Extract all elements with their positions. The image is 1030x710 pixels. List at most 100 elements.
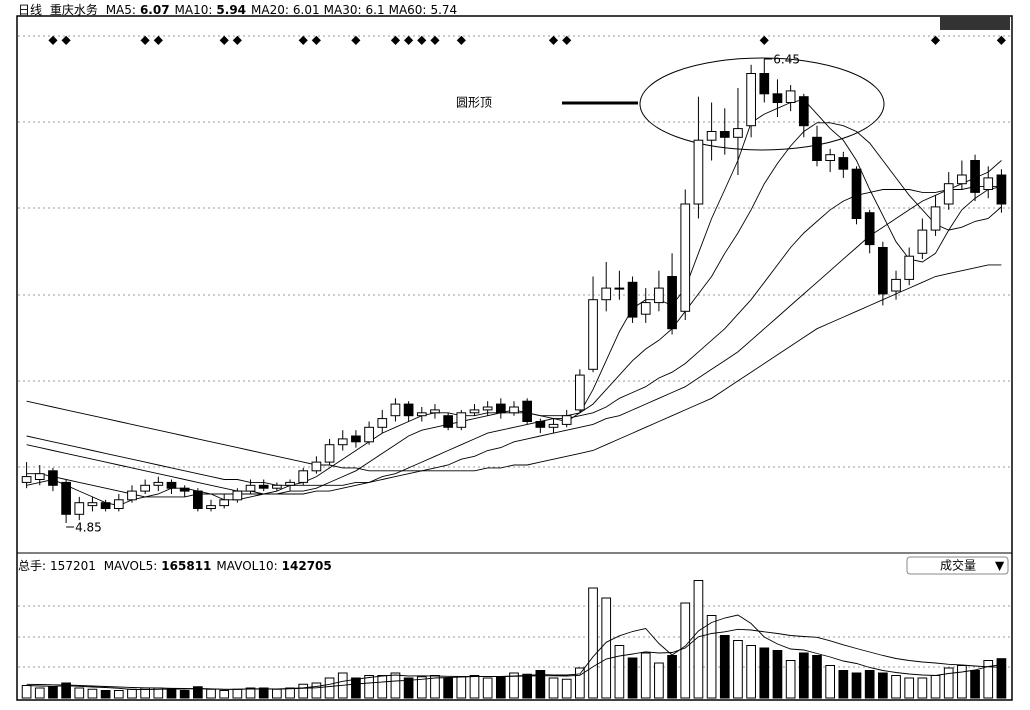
annotation: 圆形顶: [456, 96, 492, 110]
volume-bar: [917, 677, 928, 699]
volume-bar: [983, 660, 994, 699]
candle-body: [746, 73, 756, 127]
candle-body: [351, 435, 361, 443]
volume-bar: [575, 667, 585, 699]
signal-marker: ◆: [141, 33, 151, 47]
candle-body: [970, 160, 980, 193]
signal-marker: ◆: [233, 33, 243, 47]
selector-label: 成交量: [940, 558, 976, 573]
volume-bar: [509, 672, 519, 699]
candle-body: [798, 96, 809, 127]
volume-bar: [127, 688, 137, 699]
candle-body: [206, 505, 216, 510]
candle-body: [614, 287, 625, 290]
indicator-label: MA60:: [388, 3, 427, 17]
candle-body: [443, 415, 453, 428]
volume-bar: [443, 677, 453, 699]
candle-body: [667, 276, 677, 330]
mavol-value: 165811: [161, 559, 212, 573]
volume-bar: [996, 658, 1007, 699]
ma-line: [26, 99, 1002, 507]
volume-bar: [825, 665, 836, 699]
volume-bar: [535, 670, 546, 699]
candle-body: [917, 229, 928, 254]
candle-body: [482, 406, 493, 411]
volume-bar: [812, 655, 822, 699]
ma-line: [26, 186, 1002, 495]
signal-marker: ◆: [760, 33, 770, 47]
candle-body: [403, 403, 414, 417]
candle-body: [285, 481, 295, 486]
volume-bar: [930, 675, 941, 699]
candle-body: [904, 255, 915, 280]
volume-bar: [272, 688, 282, 699]
candle-body: [601, 287, 612, 301]
candle-body: [851, 168, 862, 219]
candle-body: [377, 418, 388, 428]
volume-bar: [179, 690, 190, 699]
volume-bar: [87, 688, 98, 699]
candle-body: [337, 438, 348, 446]
volume-header: 总手: 157201 MAVOL5: 165811 MAVOL10: 142705: [18, 557, 341, 574]
signal-marker: ◆: [351, 33, 361, 47]
indicator-selector[interactable]: [906, 556, 1009, 575]
volume-bar: [390, 672, 401, 699]
volume-bar: [640, 652, 651, 699]
volume-value: 157201: [50, 559, 96, 573]
volume-bar: [48, 686, 58, 699]
volume-bar: [351, 677, 361, 699]
mavol-value: 142705: [281, 559, 332, 573]
volume-bar: [245, 687, 256, 699]
candle-body: [364, 426, 374, 443]
high-label: 6.45: [773, 53, 800, 67]
toolbar-button[interactable]: [940, 16, 1010, 30]
volume-bar: [364, 675, 374, 699]
signal-marker: ◆: [430, 33, 440, 47]
candle-body: [680, 203, 691, 312]
candle-body: [772, 93, 783, 104]
volume-bar: [891, 675, 901, 699]
candle-body: [166, 481, 177, 489]
grid: [18, 35, 1011, 668]
indicator-label: MA5:: [105, 3, 136, 17]
indicator-value: 6.07: [139, 3, 170, 17]
candle-body: [891, 278, 901, 292]
candle-body: [548, 423, 559, 428]
indicator-label: MA30:: [323, 3, 362, 17]
volume-bar: [324, 677, 335, 699]
indicator-label: MA10:: [174, 3, 213, 17]
candle-body: [416, 412, 427, 417]
candle-body: [878, 247, 888, 295]
volume-bar: [904, 677, 915, 699]
candle-body: [588, 299, 598, 370]
signal-marker: ◆: [997, 33, 1007, 47]
candle-body: [113, 499, 124, 509]
candle-body: [495, 403, 506, 414]
candle-body: [298, 470, 309, 483]
candle-body: [996, 174, 1007, 205]
candle-body: [838, 157, 849, 170]
candle-body: [575, 374, 585, 411]
candle-body: [509, 406, 519, 414]
signal-marker: ◆: [61, 33, 71, 47]
candle-body: [100, 502, 111, 510]
indicator-value: 6.01: [292, 3, 320, 17]
volume-bar: [693, 580, 704, 699]
volume-bar: [785, 660, 796, 699]
volume-bar: [851, 672, 862, 699]
frame: [16, 15, 1013, 701]
volume-bar: [719, 635, 730, 699]
volume-bar: [970, 670, 980, 699]
volume-bar: [943, 667, 954, 699]
candle-body: [759, 73, 770, 95]
volume-bar: [232, 688, 243, 699]
volume-bar: [864, 670, 875, 699]
volume-label: 总手:: [18, 559, 47, 573]
volume-bar: [588, 587, 598, 699]
signal-marker: ◆: [391, 33, 401, 47]
candle-body: [311, 461, 322, 472]
volume-bar: [561, 678, 572, 699]
volume-bar: [654, 662, 664, 699]
candle-body: [469, 409, 480, 414]
volume-bar: [456, 676, 467, 699]
